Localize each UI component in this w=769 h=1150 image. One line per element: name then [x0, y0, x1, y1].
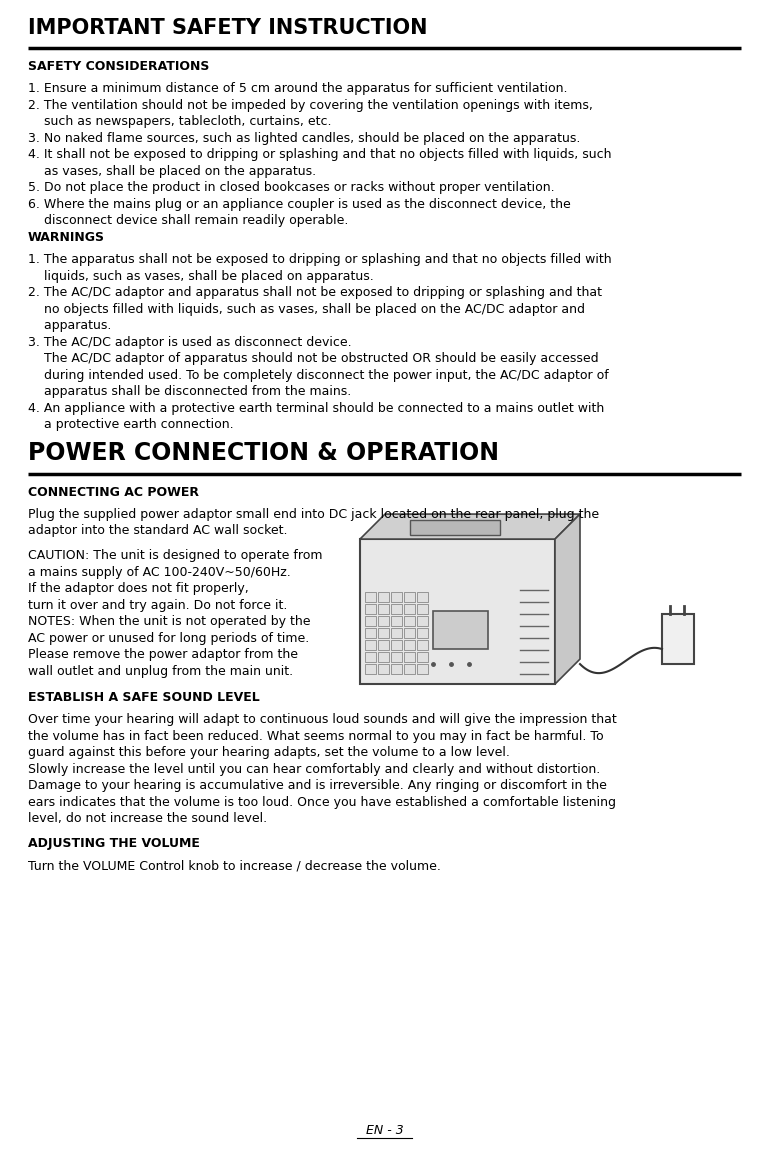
Bar — [391, 604, 402, 614]
Polygon shape — [555, 514, 580, 684]
Text: Plug the supplied power adaptor small end into DC jack located on the rear panel: Plug the supplied power adaptor small en… — [28, 508, 599, 521]
Text: Turn the VOLUME Control knob to increase / decrease the volume.: Turn the VOLUME Control knob to increase… — [28, 859, 441, 872]
Text: If the adaptor does not fit properly,: If the adaptor does not fit properly, — [28, 582, 248, 595]
Bar — [365, 604, 376, 614]
Bar — [404, 592, 415, 603]
Text: 1. The apparatus shall not be exposed to dripping or splashing and that no objec: 1. The apparatus shall not be exposed to… — [28, 253, 611, 266]
Text: Over time your hearing will adapt to continuous loud sounds and will give the im: Over time your hearing will adapt to con… — [28, 713, 617, 727]
Text: 1. Ensure a minimum distance of 5 cm around the apparatus for sufficient ventila: 1. Ensure a minimum distance of 5 cm aro… — [28, 83, 568, 95]
Text: a mains supply of AC 100-240V~50/60Hz.: a mains supply of AC 100-240V~50/60Hz. — [28, 566, 291, 578]
Text: 5. Do not place the product in closed bookcases or racks without proper ventilat: 5. Do not place the product in closed bo… — [28, 182, 554, 194]
Bar — [417, 592, 428, 603]
Text: 4. An appliance with a protective earth terminal should be connected to a mains : 4. An appliance with a protective earth … — [28, 401, 604, 414]
Text: 4. It shall not be exposed to dripping or splashing and that no objects filled w: 4. It shall not be exposed to dripping o… — [28, 148, 611, 161]
Text: wall outlet and unplug from the main unit.: wall outlet and unplug from the main uni… — [28, 665, 293, 677]
Bar — [365, 641, 376, 650]
Text: WARNINGS: WARNINGS — [28, 231, 105, 244]
Bar — [365, 652, 376, 662]
Text: guard against this before your hearing adapts, set the volume to a low level.: guard against this before your hearing a… — [28, 746, 510, 759]
Bar — [391, 652, 402, 662]
Bar — [391, 628, 402, 638]
Text: ears indicates that the volume is too loud. Once you have established a comforta: ears indicates that the volume is too lo… — [28, 796, 616, 808]
Bar — [378, 604, 389, 614]
Text: adaptor into the standard AC wall socket.: adaptor into the standard AC wall socket… — [28, 524, 288, 537]
Bar — [365, 592, 376, 603]
Text: Please remove the power adaptor from the: Please remove the power adaptor from the — [28, 649, 298, 661]
Bar — [378, 628, 389, 638]
Bar — [391, 641, 402, 650]
Bar — [378, 664, 389, 674]
Bar — [391, 592, 402, 603]
Bar — [404, 616, 415, 626]
Bar — [378, 652, 389, 662]
Bar — [404, 641, 415, 650]
Bar — [365, 664, 376, 674]
Bar — [417, 652, 428, 662]
Text: such as newspapers, tablecloth, curtains, etc.: such as newspapers, tablecloth, curtains… — [28, 115, 331, 129]
Text: a protective earth connection.: a protective earth connection. — [28, 419, 234, 431]
Text: The AC/DC adaptor of apparatus should not be obstructed OR should be easily acce: The AC/DC adaptor of apparatus should no… — [28, 352, 598, 365]
Text: CONNECTING AC POWER: CONNECTING AC POWER — [28, 485, 199, 499]
Text: during intended used. To be completely disconnect the power input, the AC/DC ada: during intended used. To be completely d… — [28, 368, 609, 382]
Bar — [360, 539, 555, 684]
Bar — [378, 616, 389, 626]
Text: ADJUSTING THE VOLUME: ADJUSTING THE VOLUME — [28, 837, 200, 850]
Text: 6. Where the mains plug or an appliance coupler is used as the disconnect device: 6. Where the mains plug or an appliance … — [28, 198, 571, 210]
Text: AC power or unused for long periods of time.: AC power or unused for long periods of t… — [28, 631, 309, 644]
Polygon shape — [360, 514, 580, 539]
Text: EN - 3: EN - 3 — [365, 1124, 404, 1137]
Bar — [365, 628, 376, 638]
Text: SAFETY CONSIDERATIONS: SAFETY CONSIDERATIONS — [28, 60, 209, 72]
Bar — [404, 652, 415, 662]
Text: CAUTION: The unit is designed to operate from: CAUTION: The unit is designed to operate… — [28, 549, 322, 562]
Bar — [378, 641, 389, 650]
Text: as vases, shall be placed on the apparatus.: as vases, shall be placed on the apparat… — [28, 164, 316, 178]
Bar — [417, 628, 428, 638]
Bar — [378, 592, 389, 603]
Text: the volume has in fact been reduced. What seems normal to you may in fact be har: the volume has in fact been reduced. Wha… — [28, 730, 604, 743]
Text: 2. The ventilation should not be impeded by covering the ventilation openings wi: 2. The ventilation should not be impeded… — [28, 99, 593, 112]
Bar — [365, 616, 376, 626]
Text: NOTES: When the unit is not operated by the: NOTES: When the unit is not operated by … — [28, 615, 311, 628]
Text: IMPORTANT SAFETY INSTRUCTION: IMPORTANT SAFETY INSTRUCTION — [28, 18, 428, 38]
Bar — [417, 641, 428, 650]
Bar — [417, 616, 428, 626]
Text: disconnect device shall remain readily operable.: disconnect device shall remain readily o… — [28, 214, 348, 228]
Text: Slowly increase the level until you can hear comfortably and clearly and without: Slowly increase the level until you can … — [28, 762, 601, 776]
Text: apparatus.: apparatus. — [28, 319, 112, 332]
Text: liquids, such as vases, shall be placed on apparatus.: liquids, such as vases, shall be placed … — [28, 269, 374, 283]
Bar — [404, 664, 415, 674]
Bar — [433, 611, 488, 649]
Bar — [404, 628, 415, 638]
Text: no objects filled with liquids, such as vases, shall be placed on the AC/DC adap: no objects filled with liquids, such as … — [28, 302, 585, 315]
Text: POWER CONNECTION & OPERATION: POWER CONNECTION & OPERATION — [28, 440, 499, 465]
Text: level, do not increase the sound level.: level, do not increase the sound level. — [28, 812, 267, 826]
Bar — [410, 520, 500, 535]
Bar — [417, 664, 428, 674]
Bar — [662, 614, 694, 664]
Text: ESTABLISH A SAFE SOUND LEVEL: ESTABLISH A SAFE SOUND LEVEL — [28, 691, 260, 704]
Bar — [417, 604, 428, 614]
Text: 3. The AC/DC adaptor is used as disconnect device.: 3. The AC/DC adaptor is used as disconne… — [28, 336, 351, 348]
Bar — [391, 664, 402, 674]
Bar — [404, 604, 415, 614]
Text: turn it over and try again. Do not force it.: turn it over and try again. Do not force… — [28, 598, 288, 612]
Text: 2. The AC/DC adaptor and apparatus shall not be exposed to dripping or splashing: 2. The AC/DC adaptor and apparatus shall… — [28, 286, 602, 299]
Text: Damage to your hearing is accumulative and is irreversible. Any ringing or disco: Damage to your hearing is accumulative a… — [28, 780, 607, 792]
Text: 3. No naked flame sources, such as lighted candles, should be placed on the appa: 3. No naked flame sources, such as light… — [28, 132, 581, 145]
Text: apparatus shall be disconnected from the mains.: apparatus shall be disconnected from the… — [28, 385, 351, 398]
Bar — [391, 616, 402, 626]
